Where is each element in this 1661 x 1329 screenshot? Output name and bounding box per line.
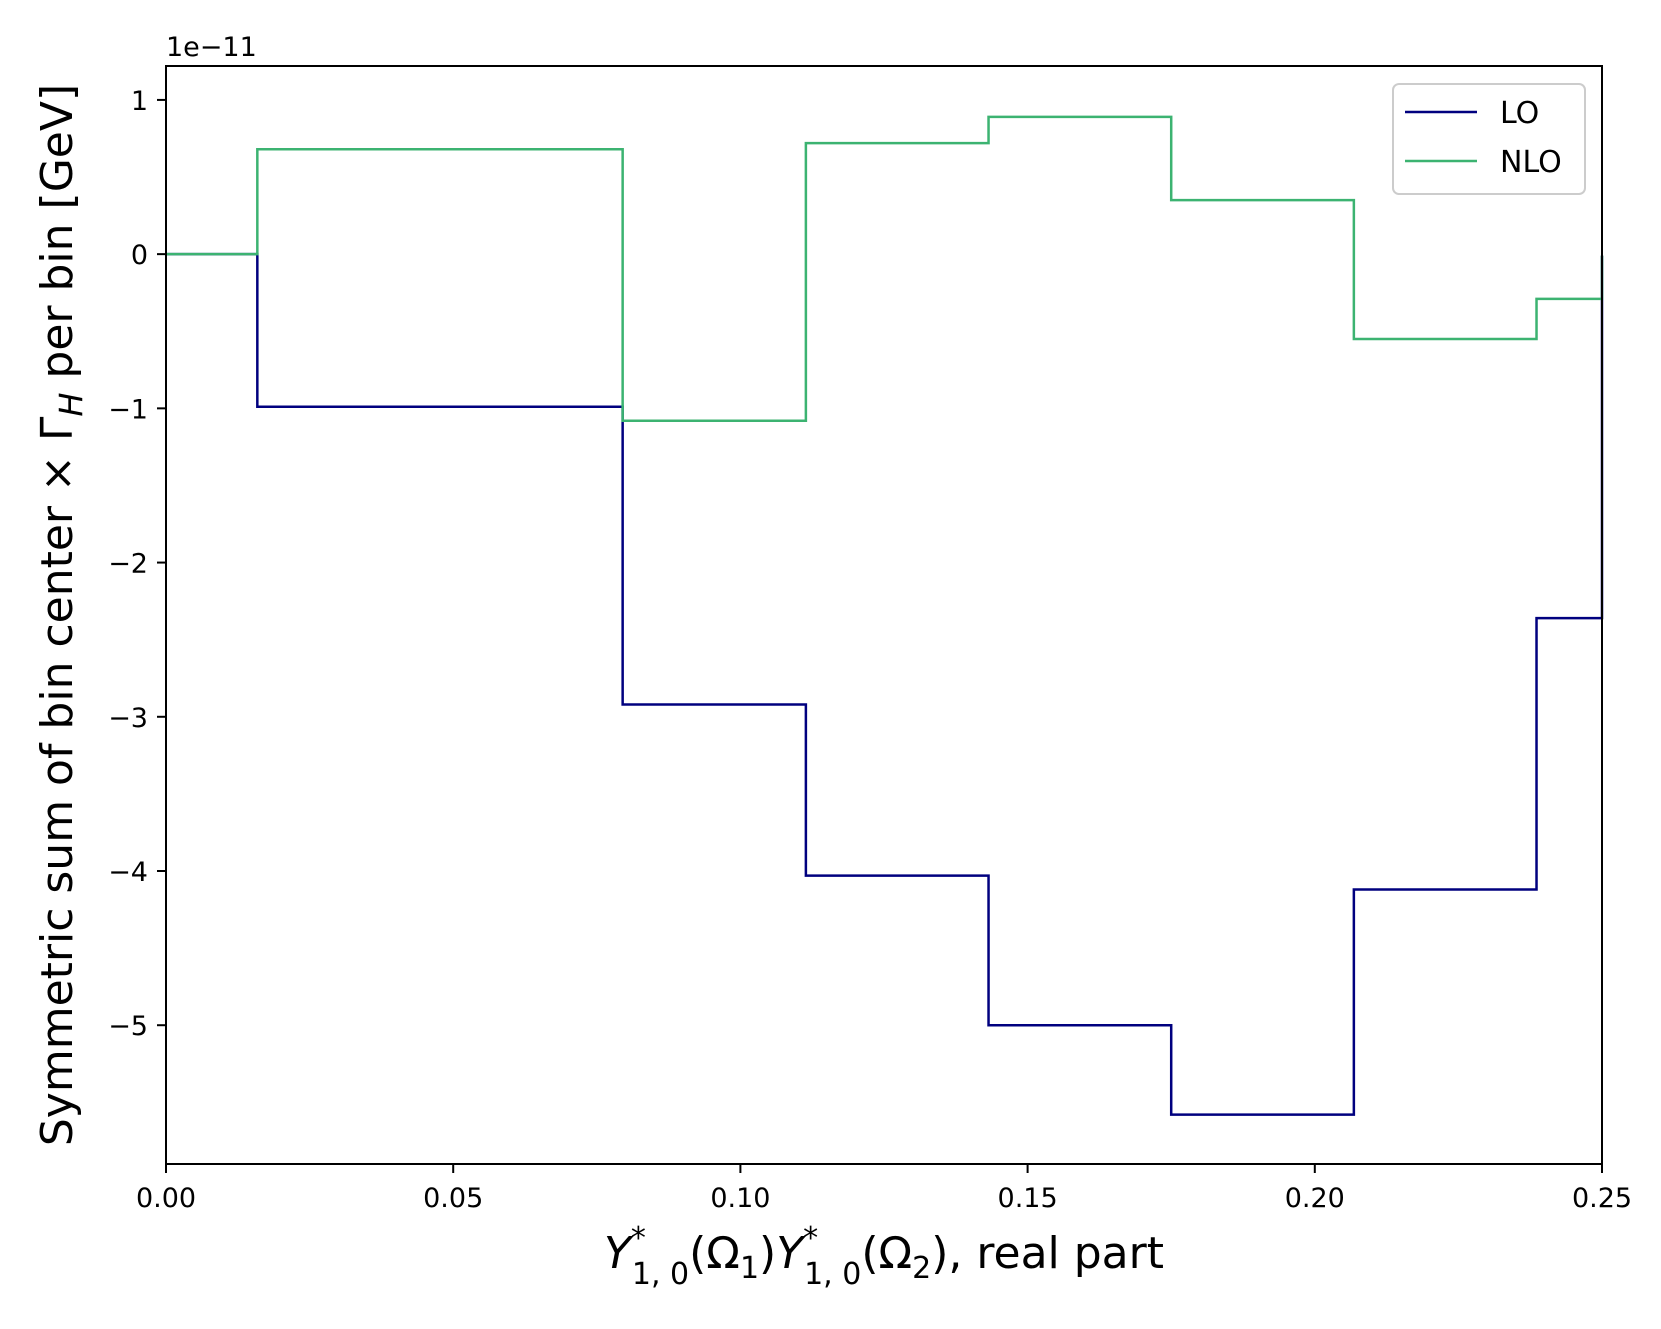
y-offset-text: 1e−11 <box>166 32 257 63</box>
y-tick-label: 1 <box>131 86 148 117</box>
y-tick-label: −1 <box>108 394 148 425</box>
x-tick-label: 0.00 <box>136 1183 196 1214</box>
x-tick-label: 0.25 <box>1572 1183 1632 1214</box>
legend-label-lo: LO <box>1500 96 1539 131</box>
x-tick-label: 0.10 <box>710 1183 770 1214</box>
y-tick-label: −3 <box>108 703 148 734</box>
y-tick-label: −4 <box>108 857 148 888</box>
plot-background <box>166 66 1602 1164</box>
legend: LO NLO <box>1392 83 1586 195</box>
y-tick-label: −5 <box>108 1011 148 1042</box>
y-tick-label: 0 <box>131 240 148 271</box>
x-tick-label: 0.05 <box>423 1183 483 1214</box>
y-tick-label: −2 <box>108 549 148 580</box>
y-axis-ticks: 1 0 −1 −2 −3 −4 −5 <box>108 86 166 1042</box>
x-axis-label: Y* 1, 0(Ω1)Y* 1, 0(Ω2), real part <box>604 1221 1164 1292</box>
series-line-lo <box>166 252 1604 1116</box>
x-tick-label: 0.20 <box>1285 1183 1345 1214</box>
x-tick-label: 0.15 <box>998 1183 1058 1214</box>
series-line-nlo <box>166 115 1604 422</box>
legend-label-nlo: NLO <box>1500 145 1562 180</box>
y-axis-label: Symmetric sum of bin center × ΓH per bin… <box>32 84 90 1146</box>
x-axis-ticks: 0.00 0.05 0.10 0.15 0.20 0.25 <box>136 1164 1632 1214</box>
plot-frame <box>165 65 1603 1165</box>
series-layer <box>166 115 1604 1116</box>
